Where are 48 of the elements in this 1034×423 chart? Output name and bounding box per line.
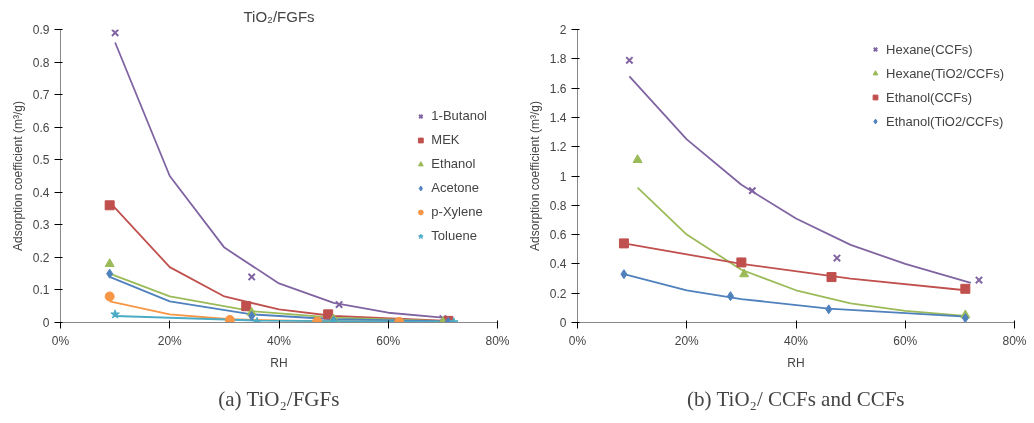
x-tick-label: 20% xyxy=(674,333,700,348)
y-tick-label: 0.4 xyxy=(32,185,50,200)
x-tick-label: 60% xyxy=(376,333,401,348)
x-tick-label: 0% xyxy=(51,333,70,348)
x-axis-title: RH xyxy=(270,355,288,370)
legend-label: Hexane(CCFs) xyxy=(886,41,973,57)
y-tick-label: 0.2 xyxy=(32,250,50,265)
y-tick-label: 0.8 xyxy=(32,55,50,70)
legend-label: 1-Butanol xyxy=(431,108,487,123)
legend-label: Ethanol(TiO2/CCFs) xyxy=(886,113,1004,129)
y-tick-label: 0.6 xyxy=(549,228,567,243)
y-tick-label: 0.7 xyxy=(32,88,50,103)
y-tick-label: 1.6 xyxy=(549,81,567,96)
y-tick-label: 0.1 xyxy=(32,283,50,298)
legend-label: Ethanol xyxy=(431,156,476,171)
x-axis-title: RH xyxy=(787,355,805,370)
chart-title: TiO₂/FGFs xyxy=(243,7,315,25)
legend-label: Toluene xyxy=(431,228,477,243)
y-tick-label: 1.8 xyxy=(549,52,567,67)
y-tick-label: 0 xyxy=(559,316,567,330)
x-tick-label: 40% xyxy=(266,333,292,348)
x-tick-label: 80% xyxy=(485,333,510,348)
x-tick-label: 40% xyxy=(783,333,809,348)
y-axis-title: Adsorption coefficient (m³/g) xyxy=(527,101,542,251)
text: (b) TiO₂/ CCFs and CCFs xyxy=(687,387,905,411)
y-tick-label: 0.9 xyxy=(32,23,50,37)
text: (a) TiO₂/FGFs xyxy=(218,387,340,411)
y-tick-label: 0.5 xyxy=(32,153,50,168)
x-tick-label: 80% xyxy=(1002,333,1027,348)
x-tick-label: 60% xyxy=(893,333,918,348)
legend-label: Hexane(TiO2/CCFs) xyxy=(886,65,1004,81)
legend-label: p-Xylene xyxy=(431,204,483,219)
y-tick-label: 1.4 xyxy=(549,110,567,125)
y-tick-label: 1 xyxy=(559,169,567,184)
y-axis-title: Adsorption coefficient (m³/g) xyxy=(10,101,25,251)
y-tick-label: 0.6 xyxy=(32,120,50,135)
y-tick-label: 0.2 xyxy=(549,286,567,301)
legend-label: Ethanol(CCFs) xyxy=(886,89,972,105)
legend-label: MEK xyxy=(431,132,460,147)
legend-label: Acetone xyxy=(431,180,480,195)
y-tick-label: 0.3 xyxy=(32,218,50,233)
y-tick-label: 0.4 xyxy=(549,257,567,272)
y-tick-label: 1.2 xyxy=(549,140,567,155)
y-tick-label: 0 xyxy=(42,316,50,330)
y-tick-label: 0.8 xyxy=(549,198,567,213)
y-tick-label: 2 xyxy=(559,23,567,37)
x-tick-label: 0% xyxy=(568,333,587,348)
x-tick-label: 20% xyxy=(157,333,183,348)
